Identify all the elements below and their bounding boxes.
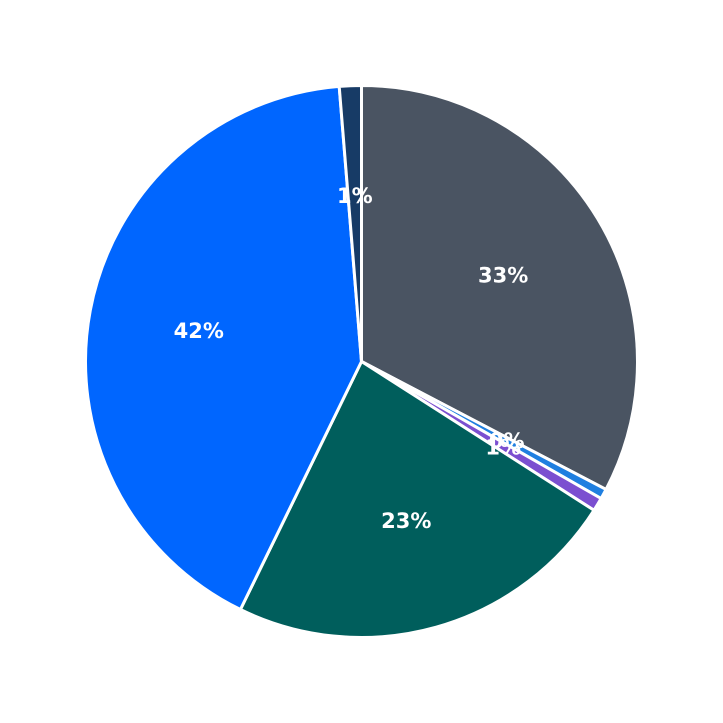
pie-slice-5 [337, 84, 363, 363]
pie-slice-label-5: 1% [337, 184, 373, 208]
pie-slice-0 [360, 84, 639, 491]
pie-slice-label-1: 0% [489, 429, 525, 453]
pie-labels: 33%0%1%23%42%1% [174, 184, 529, 533]
pie-slice-label-3: 23% [381, 509, 431, 533]
pie-slice-label-2: 1% [485, 435, 521, 459]
pie-slice-label-0: 33% [478, 264, 528, 288]
pie-slice-label-4: 42% [174, 319, 224, 343]
pie-slices [84, 84, 639, 639]
pie-slice-4 [84, 84, 363, 612]
